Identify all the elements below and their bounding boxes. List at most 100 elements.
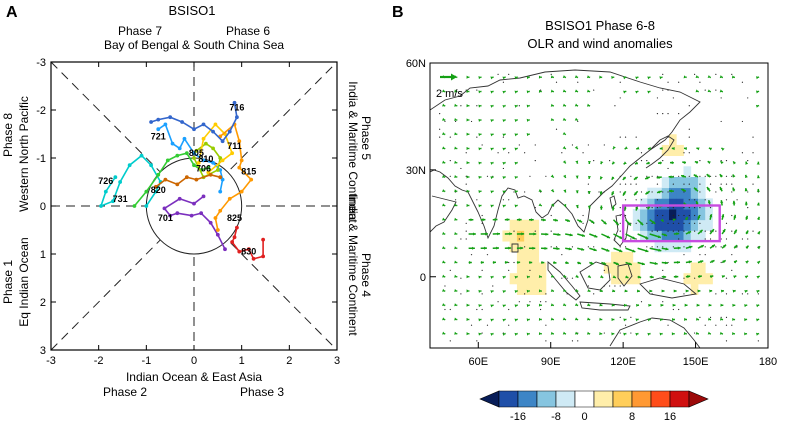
stipple-dot	[481, 332, 483, 334]
track-point	[113, 175, 118, 180]
date-label: 726	[98, 176, 113, 186]
wind-arrow-head	[473, 232, 476, 236]
olr-cell	[690, 198, 699, 210]
wind-arrow-head	[647, 76, 651, 80]
wind-arrow-head	[660, 218, 664, 222]
olr-cell	[705, 219, 713, 231]
wind-arrow-head	[633, 176, 638, 180]
olr-cell	[683, 209, 692, 221]
wind-arrow-head	[599, 332, 603, 336]
olr-cell	[640, 198, 648, 210]
stipple-dot	[752, 152, 754, 154]
track-point	[163, 177, 168, 182]
track-point	[139, 153, 144, 158]
wind-arrow-head	[672, 317, 675, 322]
wind-arrow-head	[454, 160, 458, 164]
wind-arrow-head	[587, 303, 591, 307]
wind-arrow-head	[669, 161, 673, 165]
stipple-dot	[640, 191, 643, 193]
coast-africa	[430, 195, 457, 233]
stipple-dot	[709, 238, 712, 240]
stipple-dot	[635, 238, 637, 240]
track-point	[218, 189, 223, 194]
stipple-dot	[635, 222, 637, 224]
stipple-dot	[688, 136, 690, 138]
wind-arrow-head	[632, 236, 636, 240]
wind-arrow-head	[684, 216, 688, 221]
stipple-dot	[566, 277, 568, 279]
wind-arrow-head	[550, 274, 554, 278]
wind-arrow-head	[442, 303, 446, 306]
track-point	[103, 189, 108, 194]
x-tick-label: 2	[286, 355, 292, 367]
stipple-dot	[709, 183, 712, 185]
stipple-dot	[694, 199, 696, 201]
wind-arrow-head	[454, 132, 458, 136]
olr-cell	[690, 219, 699, 231]
stipple-dot	[699, 191, 701, 193]
olr-cell	[509, 273, 518, 285]
wind-arrow-head	[628, 262, 632, 266]
stipple-dot	[678, 112, 680, 115]
region-box	[621, 204, 721, 243]
stipple-dot	[635, 183, 637, 185]
wind-arrow-head	[575, 160, 579, 164]
wind-arrow-head	[574, 117, 578, 121]
stipple-dot	[449, 136, 451, 138]
wind-arrow-head	[490, 318, 494, 322]
olr-cell	[676, 187, 684, 199]
region-india-maritime-bottom: India & Maritime Continent	[346, 194, 360, 336]
olr-cell	[690, 177, 699, 189]
phase-5-label: Phase 5	[359, 116, 373, 160]
wind-arrow-head	[683, 331, 687, 335]
stipple-dot	[444, 285, 446, 287]
wind-arrow-head	[602, 261, 607, 265]
wind-arrow-head	[490, 119, 494, 123]
stipple-dot	[715, 191, 717, 193]
stipple-dot	[678, 230, 680, 232]
phase-2-label: Phase 2	[103, 385, 147, 399]
olr-cell	[661, 219, 670, 231]
stipple-dot	[683, 246, 685, 248]
wind-arrow-head	[733, 214, 737, 218]
wind-arrow-head	[442, 160, 446, 164]
stipple-dot	[508, 269, 510, 271]
wind-arrow-head	[693, 174, 697, 178]
wind-arrow-head	[550, 331, 554, 335]
stipple-dot	[571, 340, 574, 342]
wind-arrow-head	[526, 332, 530, 336]
wind-arrow-head	[732, 317, 736, 321]
wind-arrow-head	[732, 289, 736, 293]
stipple-dot	[465, 175, 467, 177]
olr-cell	[524, 251, 532, 263]
stipple-dot	[593, 293, 595, 295]
stipple-dot	[699, 254, 701, 256]
olr-cell	[683, 166, 692, 178]
wind-arrow-head	[612, 275, 616, 279]
panel-a-label: A	[6, 4, 18, 21]
track-point	[201, 136, 206, 141]
colorbar-tick-label: -8	[551, 411, 561, 423]
olr-cell	[697, 262, 706, 274]
track-point	[230, 240, 235, 244]
region-top-label: Bay of Bengal & South China Sea	[104, 38, 284, 52]
wind-arrow-head	[442, 260, 446, 264]
olr-cell	[611, 251, 619, 263]
stipple-dot	[481, 269, 483, 271]
wind-arrow-head	[687, 231, 692, 235]
wind-arrow-head	[600, 160, 604, 165]
stipple-dot	[694, 332, 696, 334]
wind-arrow-head	[514, 304, 518, 308]
wind-arrow-head	[466, 118, 470, 122]
phase-4-label: Phase 4	[359, 253, 373, 297]
wind-arrow-head	[586, 89, 591, 93]
wind-arrow-head	[623, 192, 626, 196]
stipple-dot	[513, 191, 515, 193]
wind-arrow-head	[698, 275, 702, 279]
stipple-dot	[460, 105, 462, 107]
wind-arrow-head	[502, 176, 506, 180]
track-point	[144, 204, 149, 208]
stipple-dot	[683, 293, 685, 295]
map-y-tick-label: 60N	[406, 58, 426, 70]
